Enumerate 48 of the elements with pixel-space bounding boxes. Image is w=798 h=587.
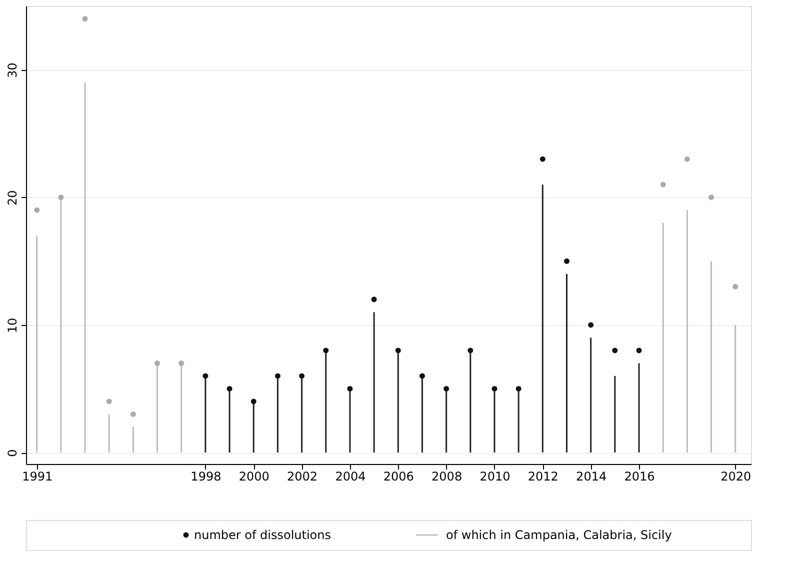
x-tick-label: 2004 [335, 470, 366, 484]
x-tick-label: 2014 [576, 470, 607, 484]
point [82, 16, 88, 22]
point [636, 348, 642, 354]
x-tick-label: 2012 [528, 470, 558, 484]
point [419, 373, 425, 379]
y-tick-label: 20 [6, 190, 20, 206]
x-tick-label: 1991 [22, 470, 53, 484]
point [395, 348, 401, 354]
point [323, 348, 329, 354]
y-tick-label: 0 [6, 449, 20, 457]
point [178, 360, 184, 366]
point [202, 373, 208, 379]
point [684, 156, 690, 162]
point [299, 373, 305, 379]
y-tick-label: 10 [6, 318, 20, 334]
point [588, 322, 594, 328]
point [347, 386, 353, 392]
y-tick-label: 30 [6, 62, 20, 78]
x-tick-label: 1998 [190, 470, 222, 484]
point [444, 386, 450, 392]
point [371, 296, 377, 302]
point [154, 360, 160, 366]
point [58, 194, 64, 200]
x-tick-label: 2002 [287, 470, 318, 484]
point [516, 386, 522, 392]
point [540, 156, 546, 162]
x-tick-label: 2020 [720, 470, 752, 484]
point [106, 398, 112, 404]
point [250, 398, 256, 404]
point [274, 373, 280, 379]
point [130, 412, 136, 417]
point [564, 258, 570, 264]
point [492, 386, 498, 392]
point [34, 207, 40, 213]
x-tick-label: 2006 [383, 470, 414, 484]
point [612, 348, 618, 354]
x-tick-label: 2010 [480, 470, 510, 484]
legend-label: number of dissolutions [194, 528, 332, 542]
point [226, 386, 232, 392]
point [660, 182, 666, 188]
point [468, 348, 474, 354]
x-tick-label: 2008 [432, 470, 462, 484]
x-tick-label: 2000 [238, 470, 270, 484]
point [708, 194, 714, 200]
legend-label: of which in Campania, Calabria, Sicily [446, 528, 672, 542]
point [732, 284, 738, 290]
x-tick-label: 2016 [624, 470, 655, 484]
